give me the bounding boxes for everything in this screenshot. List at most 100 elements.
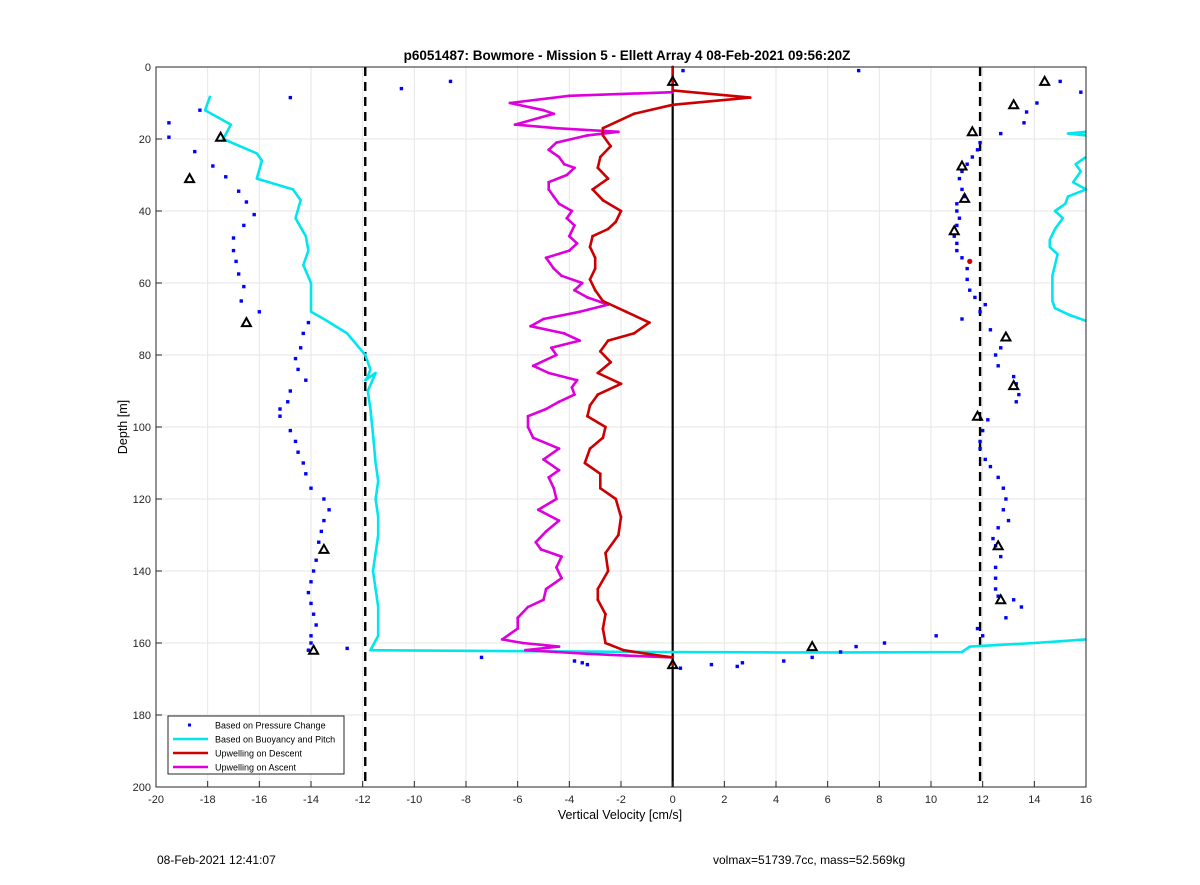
pressure-point xyxy=(988,464,993,469)
ascent-point xyxy=(547,188,551,191)
descent-point xyxy=(596,598,600,602)
ascent-point xyxy=(557,155,561,159)
pressure-point xyxy=(1024,110,1029,114)
triangle-marker xyxy=(666,658,679,670)
pressure-point xyxy=(960,256,964,260)
ascent-point xyxy=(586,652,589,656)
ascent-point xyxy=(573,166,576,170)
pressure-point xyxy=(304,378,308,382)
descent-point xyxy=(598,472,602,476)
pressure-point xyxy=(978,140,982,145)
pressure-point xyxy=(167,135,171,139)
ascent-point xyxy=(542,598,545,602)
ascent-point xyxy=(513,123,517,126)
descent-point xyxy=(601,198,605,202)
pressure-point xyxy=(288,428,293,433)
pressure-point xyxy=(955,248,959,253)
x-tick-label: -10 xyxy=(406,794,422,806)
descent-point xyxy=(601,436,605,440)
ascent-point xyxy=(547,371,551,375)
ascent-point xyxy=(575,242,579,245)
footer-volmax-mass: volmax=51739.7cc, mass=52.569kg xyxy=(713,853,906,867)
pressure-point xyxy=(1014,400,1018,404)
y-tick-labels: 0 20 40 60 80 100 120 140 160 180 200 xyxy=(133,62,151,794)
descent-point xyxy=(588,404,592,407)
triangle-marker xyxy=(214,130,227,142)
pressure-point xyxy=(399,86,404,91)
ascent-point xyxy=(570,209,574,213)
y-tick-label: 60 xyxy=(139,278,151,290)
descent-point xyxy=(601,134,605,137)
pressure-point xyxy=(1011,374,1016,379)
ascent-point xyxy=(562,332,566,335)
triangle-marker xyxy=(805,640,819,652)
x-tick-label: -14 xyxy=(303,794,319,806)
x-tick-label: -12 xyxy=(355,794,371,806)
descent-point xyxy=(606,569,610,573)
x-tick-label: -16 xyxy=(251,794,267,806)
pressure-point xyxy=(309,641,313,645)
pressure-point xyxy=(306,648,311,652)
pressure-point xyxy=(996,526,1000,530)
pressure-point xyxy=(988,328,993,332)
pressure-point xyxy=(955,241,959,246)
x-tick-label: 10 xyxy=(925,794,937,806)
x-tick-label: 12 xyxy=(977,794,989,806)
pressure-point xyxy=(322,497,326,501)
descent-point xyxy=(648,321,651,324)
pressure-point xyxy=(306,320,311,325)
pressure-point xyxy=(983,457,987,462)
y-tick-label: 40 xyxy=(139,206,151,218)
pressure-point xyxy=(314,558,318,562)
descent-point xyxy=(619,209,623,213)
pressure-point xyxy=(239,299,243,303)
descent-point xyxy=(619,382,623,386)
pressure-point xyxy=(782,659,786,663)
descent-point xyxy=(598,486,602,490)
triangle-marker xyxy=(666,74,679,86)
descent-point xyxy=(617,533,620,537)
pressure-point xyxy=(952,234,956,238)
pressure-point xyxy=(740,661,745,665)
pressure-point xyxy=(955,223,959,228)
descent-point xyxy=(591,234,594,238)
ascent-point xyxy=(552,112,556,116)
pressure-point xyxy=(479,655,484,660)
pressure-point xyxy=(1011,598,1016,602)
ascent-point xyxy=(578,339,582,342)
descent-point xyxy=(632,112,636,116)
descent-point xyxy=(604,612,607,616)
descent-point xyxy=(645,652,649,656)
ascent-point xyxy=(573,224,576,227)
pressure-point xyxy=(882,641,887,645)
pressure-point xyxy=(198,108,202,112)
pressure-point xyxy=(317,540,321,544)
pressure-point xyxy=(244,200,249,204)
ascent-point xyxy=(560,576,563,580)
descent-point xyxy=(609,360,613,364)
ascent-point xyxy=(555,650,558,654)
pressure-point xyxy=(962,194,967,199)
x-tick-label: -18 xyxy=(200,794,216,806)
triangle-marker xyxy=(958,191,971,203)
pressure-point xyxy=(293,439,298,444)
descent-point xyxy=(601,126,605,130)
y-axis-label: Depth [m] xyxy=(116,400,130,454)
x-tick-label: 2 xyxy=(721,794,727,806)
pressure-point xyxy=(309,634,313,638)
descent-point xyxy=(596,393,600,396)
pressure-point xyxy=(1017,392,1021,397)
x-tick-labels: -20 -18 -16 -14 -12 -10 -8 -6 -4 -2 0 2 4 6 8 10 12 14 16 xyxy=(148,794,1092,806)
chart-title: p6051487: Bowmore - Mission 5 - Ellett A… xyxy=(404,48,851,63)
legend-label: Upwelling on Ascent xyxy=(215,763,297,773)
descent-point xyxy=(604,641,607,645)
ascent-point xyxy=(557,447,561,450)
descent-point xyxy=(593,267,597,270)
ascent-point xyxy=(567,249,571,253)
pressure-point xyxy=(993,576,998,580)
descent-point xyxy=(591,188,594,191)
pressure-point xyxy=(970,155,975,159)
pressure-point xyxy=(257,310,262,314)
legend-label: Based on Pressure Change xyxy=(215,721,326,731)
ascent-point xyxy=(557,519,561,522)
